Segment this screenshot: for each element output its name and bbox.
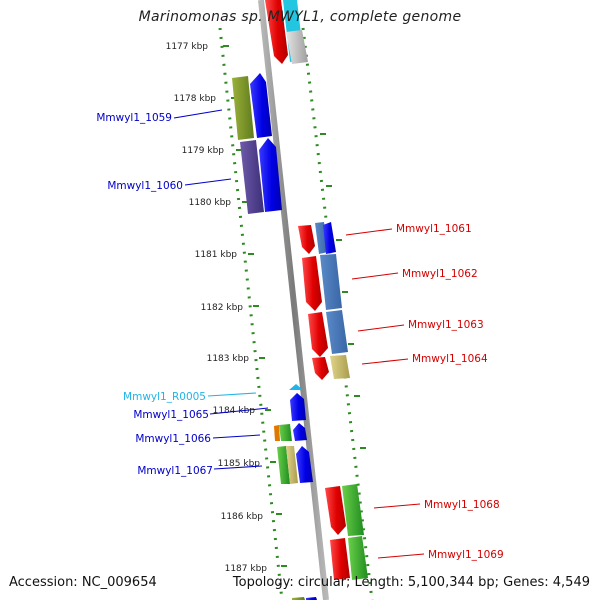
gene-label[interactable]: Mmwyl1_1062: [402, 268, 478, 280]
gene-block-1060: [240, 138, 282, 214]
gene-block-1059: [232, 73, 272, 140]
rna-block-r0005: [289, 384, 303, 390]
accession-text: Accession: NC_009654: [9, 575, 157, 590]
kbp-tick-label: 1187 kbp: [225, 564, 268, 574]
kbp-ticks: 1177 kbp 1178 kbp 1179 kbp 1180 kbp 1181…: [166, 42, 268, 574]
gene-labels-reverse: Mmwyl1_1059 Mmwyl1_1060 Mmwyl1_R0005 Mmw…: [96, 112, 213, 477]
gene-label[interactable]: Mmwyl1_R0005: [123, 391, 206, 403]
gene-label[interactable]: Mmwyl1_1067: [137, 465, 213, 477]
gene-block-1065: [290, 393, 306, 421]
gene-label[interactable]: Mmwyl1_1061: [396, 223, 472, 235]
kbp-tick-label: 1181 kbp: [195, 250, 238, 260]
kbp-tick-label: 1183 kbp: [207, 354, 250, 364]
kbp-tick-label: 1180 kbp: [189, 198, 232, 208]
gene-block-top-partial: [265, 0, 308, 64]
map-title: Marinomonas sp. MWYL1, complete genome: [138, 9, 462, 25]
kbp-tick-label: 1184 kbp: [213, 406, 256, 416]
gene-leader-lines: [173, 109, 425, 559]
gene-block-1068: [325, 484, 364, 536]
gene-labels-forward: Mmwyl1_1061 Mmwyl1_1062 Mmwyl1_1063 Mmwy…: [396, 223, 504, 561]
kbp-tick-label: 1182 kbp: [201, 303, 244, 313]
gene-block-1063: [308, 310, 348, 357]
gene-block-1064: [312, 355, 350, 380]
gene-block-1067: [277, 446, 313, 484]
gene-label[interactable]: Mmwyl1_1066: [135, 433, 211, 445]
kbp-tick-stubs: [223, 45, 366, 567]
gene-label[interactable]: Mmwyl1_1065: [133, 409, 209, 421]
kbp-tick-label: 1185 kbp: [218, 459, 261, 469]
kbp-tick-label: 1178 kbp: [174, 94, 217, 104]
gene-block-1066: [274, 423, 307, 441]
gene-label[interactable]: Mmwyl1_1059: [96, 112, 172, 124]
gene-blocks-forward: [265, 0, 368, 600]
gene-label[interactable]: Mmwyl1_1068: [424, 499, 500, 511]
gene-label[interactable]: Mmwyl1_1063: [408, 319, 484, 331]
kbp-tick-label: 1179 kbp: [182, 146, 225, 156]
gene-block-1069: [292, 536, 368, 600]
genome-backbone: [258, 0, 329, 600]
genome-summary-text: Topology: circular; Length: 5,100,344 bp…: [232, 575, 590, 590]
kbp-tick-label: 1186 kbp: [221, 512, 264, 522]
kbp-tick-label: 1177 kbp: [166, 42, 209, 52]
gene-block-1062: [302, 254, 342, 311]
gene-label[interactable]: Mmwyl1_1069: [428, 549, 504, 561]
gene-label[interactable]: Mmwyl1_1060: [107, 180, 183, 192]
gene-label[interactable]: Mmwyl1_1064: [412, 353, 488, 365]
gene-block-1061: [298, 222, 336, 254]
gene-blocks-reverse: [232, 73, 313, 484]
